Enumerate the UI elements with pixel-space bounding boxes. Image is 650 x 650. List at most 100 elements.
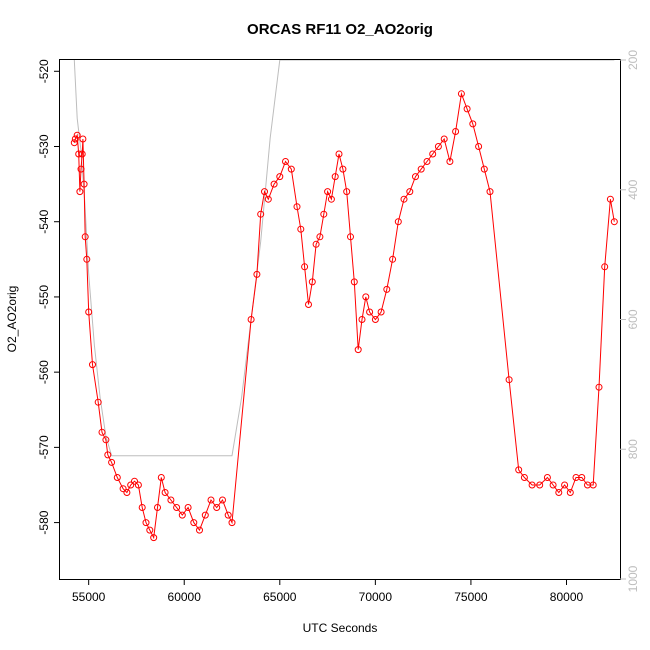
- x-tick-label: 55000: [72, 590, 106, 604]
- y-axis-right: 200 400 600 800 1000: [620, 50, 640, 592]
- data-point: [297, 225, 305, 233]
- data-point: [475, 143, 483, 150]
- data-point: [173, 504, 181, 511]
- data-point: [94, 398, 102, 406]
- plot-frame: [59, 59, 621, 580]
- data-point: [606, 195, 614, 203]
- data-point: [301, 263, 309, 271]
- y-tick-label: -550: [37, 285, 51, 309]
- data-point: [167, 496, 175, 504]
- data-point: [343, 188, 351, 196]
- data-point: [71, 135, 79, 143]
- data-point: [429, 150, 437, 158]
- data-point: [463, 105, 471, 113]
- data-point: [417, 165, 425, 173]
- data-point: [161, 489, 169, 496]
- data-point: [184, 504, 192, 511]
- data-point: [98, 428, 106, 436]
- data-point: [131, 477, 138, 485]
- y-tick-label: -560: [37, 360, 51, 384]
- data-point: [505, 376, 513, 384]
- data-point: [446, 158, 454, 165]
- data-point: [528, 481, 536, 489]
- data-point: [440, 135, 448, 143]
- data-point: [515, 466, 523, 474]
- data-point: [320, 210, 328, 218]
- right-tick-label: 200: [626, 50, 640, 70]
- data-point: [253, 270, 261, 278]
- x-axis-label: UTC Seconds: [303, 621, 378, 635]
- data-point: [324, 188, 332, 196]
- data-point: [316, 233, 324, 241]
- data-point: [196, 526, 203, 534]
- data-point: [543, 474, 551, 481]
- x-axis: 55000 60000 65000 70000 75000 80000: [72, 579, 583, 604]
- data-point: [138, 504, 146, 511]
- data-point: [293, 203, 301, 211]
- data-point: [377, 308, 385, 316]
- right-tick-label: 600: [626, 309, 640, 329]
- data-point: [83, 255, 91, 263]
- data-point: [589, 481, 597, 489]
- series-reference-line: [73, 60, 615, 457]
- data-point: [358, 316, 366, 323]
- data-point: [434, 143, 442, 150]
- data-point: [104, 451, 112, 459]
- data-point: [412, 173, 419, 181]
- data-point: [400, 195, 408, 203]
- data-point: [113, 474, 121, 481]
- x-tick-label: 75000: [454, 590, 488, 604]
- data-point: [394, 218, 402, 226]
- data-point: [119, 485, 127, 493]
- data-point: [339, 165, 347, 173]
- data-point: [178, 511, 186, 519]
- data-point: [327, 195, 335, 203]
- data-point: [305, 301, 312, 308]
- data-point: [595, 383, 603, 391]
- data-point: [75, 150, 83, 158]
- data-point: [354, 346, 362, 354]
- data-point: [142, 519, 150, 527]
- data-point: [457, 90, 465, 98]
- data-point: [127, 481, 135, 489]
- data-point: [89, 361, 96, 369]
- data-point: [536, 481, 544, 489]
- data-point: [102, 436, 110, 444]
- data-point: [77, 165, 85, 173]
- data-point: [228, 519, 236, 527]
- data-point: [287, 165, 295, 173]
- data-point: [79, 135, 87, 143]
- right-tick-label: 800: [626, 439, 640, 459]
- y-axis-label: O2_AO2orig: [5, 286, 19, 353]
- data-point: [80, 180, 88, 188]
- data-point: [555, 489, 563, 496]
- data-point: [213, 504, 221, 511]
- data-point: [257, 210, 265, 218]
- y-tick-label: -520: [37, 59, 51, 83]
- data-point: [219, 496, 226, 504]
- data-point: [81, 233, 89, 241]
- data-point: [406, 188, 414, 196]
- data-point: [270, 180, 278, 188]
- data-point: [85, 308, 93, 316]
- data-point: [371, 316, 379, 323]
- data-point: [201, 511, 209, 519]
- data-point: [150, 534, 158, 542]
- data-point: [566, 489, 574, 496]
- reference-line: [73, 60, 615, 457]
- data-point: [190, 519, 198, 527]
- data-point: [362, 293, 370, 301]
- data-point: [70, 139, 78, 147]
- data-point: [78, 150, 86, 158]
- data-point: [261, 188, 268, 196]
- data-point: [486, 188, 494, 196]
- data-point: [335, 150, 343, 158]
- data-point: [157, 474, 165, 481]
- y-tick-label: -580: [37, 510, 51, 534]
- data-point: [366, 308, 374, 316]
- data-point: [224, 511, 232, 519]
- x-tick-label: 70000: [359, 590, 393, 604]
- data-point: [389, 255, 397, 263]
- data-point: [247, 316, 255, 323]
- y-tick-label: -540: [37, 209, 51, 233]
